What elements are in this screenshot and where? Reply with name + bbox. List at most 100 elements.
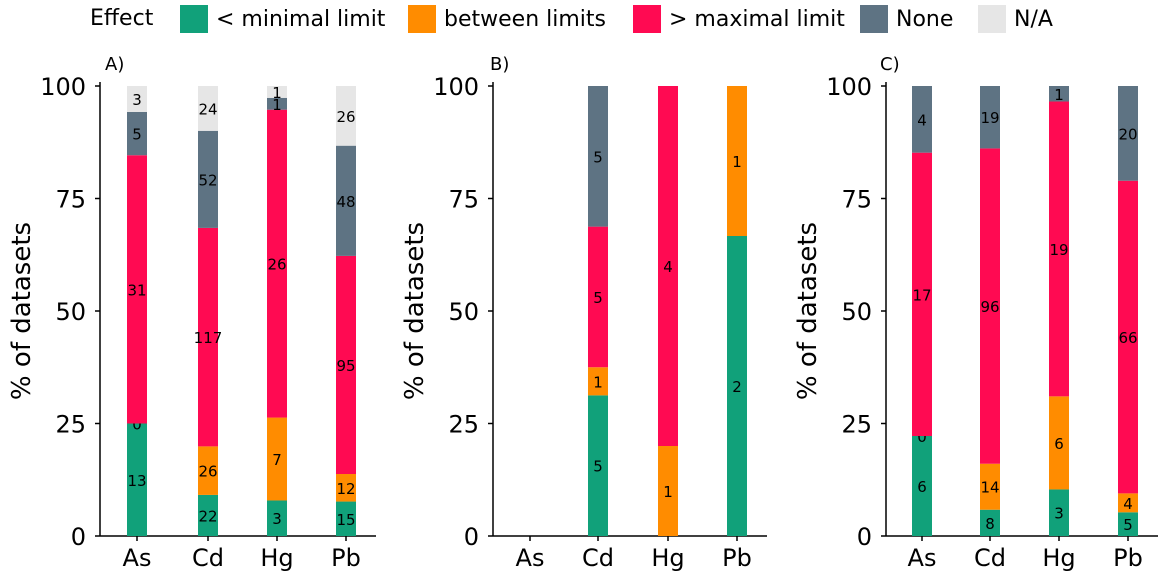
bar-label-1-Cd-na: 24 bbox=[198, 100, 217, 118]
x-tick-label-1-As: As bbox=[123, 544, 152, 572]
x-tick-label-3-Cd: Cd bbox=[974, 544, 1006, 572]
bar-segment-1-Hg-na bbox=[267, 86, 287, 98]
bar-segment-3-Pb-max bbox=[1118, 180, 1138, 494]
legend-swatch-na bbox=[978, 5, 1006, 33]
bar-segment-2-Cd-between bbox=[588, 367, 608, 396]
bar-label-3-As-min: 6 bbox=[917, 478, 927, 496]
bar-segment-1-Hg-max bbox=[267, 109, 287, 418]
bar-label-1-As-na: 3 bbox=[132, 91, 142, 109]
legend-swatch-none bbox=[860, 5, 888, 33]
bar-segment-2-Cd-min bbox=[588, 395, 608, 536]
y-tick-label-1-75: 75 bbox=[55, 186, 86, 214]
bar-segment-3-Pb-min bbox=[1118, 512, 1138, 536]
bar-label-1-Cd-min: 22 bbox=[198, 507, 217, 525]
bar-label-1-As-none: 5 bbox=[132, 126, 142, 144]
legend-item-none: None bbox=[860, 4, 953, 34]
bar-label-3-As-max: 17 bbox=[912, 286, 931, 304]
bar-label-1-Hg-min: 3 bbox=[272, 510, 282, 528]
legend-label-min: < minimal limit bbox=[216, 6, 386, 32]
bar-label-2-Cd-between: 1 bbox=[593, 373, 603, 391]
x-tick-label-2-Hg: Hg bbox=[651, 544, 684, 572]
bar-label-2-Cd-none: 5 bbox=[593, 148, 603, 166]
bar-segment-1-Hg-between bbox=[267, 417, 287, 501]
bar-segment-1-Cd-na bbox=[198, 86, 218, 131]
bar-label-3-As-between: 0 bbox=[917, 428, 927, 446]
bar-segment-1-Pb-max bbox=[336, 255, 356, 475]
bar-segment-3-Hg-max bbox=[1049, 101, 1069, 397]
bar-label-3-Pb-min: 5 bbox=[1123, 516, 1133, 534]
bar-segment-1-Hg-none bbox=[267, 97, 287, 110]
bar-label-3-Hg-between: 6 bbox=[1054, 435, 1064, 453]
bar-label-3-Cd-none: 19 bbox=[980, 109, 999, 127]
x-tick-label-3-Hg: Hg bbox=[1042, 544, 1075, 572]
bar-label-2-Hg-max: 4 bbox=[663, 258, 673, 276]
bar-segment-3-Cd-max bbox=[980, 148, 1000, 464]
bar-label-3-Hg-none: 1 bbox=[1054, 86, 1064, 104]
x-tick-label-3-As: As bbox=[908, 544, 937, 572]
x-tick-label-1-Cd: Cd bbox=[192, 544, 224, 572]
y-tick-label-2-25: 25 bbox=[448, 411, 479, 439]
x-tick-label-2-As: As bbox=[516, 544, 545, 572]
bar-segment-1-Pb-min bbox=[336, 501, 356, 536]
bar-label-3-Pb-none: 20 bbox=[1118, 125, 1137, 143]
bar-segment-2-Hg-max bbox=[658, 86, 678, 446]
bar-label-1-Pb-none: 48 bbox=[336, 193, 355, 211]
y-tick-label-3-0: 0 bbox=[857, 523, 872, 551]
y-tick-label-1-25: 25 bbox=[55, 411, 86, 439]
bar-label-3-Pb-max: 66 bbox=[1118, 329, 1137, 347]
bar-label-3-Cd-min: 8 bbox=[985, 515, 995, 533]
bar-segment-3-Hg-none bbox=[1049, 86, 1069, 102]
bar-segment-2-Cd-none bbox=[588, 86, 608, 227]
bar-segment-1-Cd-none bbox=[198, 130, 218, 228]
bar-segment-3-Cd-none bbox=[980, 86, 1000, 149]
y-tick-label-1-0: 0 bbox=[71, 523, 86, 551]
bar-segment-3-Pb-between bbox=[1118, 493, 1138, 513]
y-axis-label-1: % of datasets bbox=[7, 222, 37, 400]
y-tick-label-1-50: 50 bbox=[55, 298, 86, 326]
bar-label-2-Cd-min: 5 bbox=[593, 458, 603, 476]
y-tick-label-3-75: 75 bbox=[841, 186, 872, 214]
bar-segment-3-As-none bbox=[912, 86, 932, 153]
y-tick-label-3-100: 100 bbox=[826, 73, 872, 101]
bar-label-1-Hg-max: 26 bbox=[267, 256, 286, 274]
legend: Effect < minimal limit between limits > … bbox=[0, 0, 1168, 40]
y-tick-label-2-50: 50 bbox=[448, 298, 479, 326]
bar-label-1-Pb-max: 95 bbox=[336, 357, 355, 375]
y-tick-label-2-0: 0 bbox=[464, 523, 479, 551]
bar-label-1-Hg-between: 7 bbox=[272, 451, 282, 469]
x-tick-label-1-Hg: Hg bbox=[260, 544, 293, 572]
bar-segment-3-As-max bbox=[912, 152, 932, 436]
x-tick-label-2-Cd: Cd bbox=[582, 544, 614, 572]
legend-swatch-between bbox=[408, 5, 436, 33]
bar-segment-3-Hg-min bbox=[1049, 489, 1069, 536]
bar-label-3-Cd-max: 96 bbox=[980, 298, 999, 316]
bar-label-1-Cd-none: 52 bbox=[198, 171, 217, 189]
legend-label-na: N/A bbox=[1014, 6, 1053, 32]
bar-label-2-Hg-between: 1 bbox=[663, 483, 673, 501]
bar-segment-3-As-min bbox=[912, 436, 932, 536]
bar-segment-3-Hg-between bbox=[1049, 396, 1069, 490]
bar-label-1-As-min: 13 bbox=[127, 472, 146, 490]
legend-item-max: > maximal limit bbox=[633, 4, 845, 34]
bar-segment-1-As-min bbox=[127, 423, 147, 536]
bar-segment-1-Cd-max bbox=[198, 227, 218, 447]
panel-label-1: A) bbox=[105, 54, 124, 75]
y-tick-label-1-100: 100 bbox=[40, 73, 86, 101]
bar-label-1-As-between: 0 bbox=[132, 416, 142, 434]
bar-segment-1-Pb-none bbox=[336, 145, 356, 256]
legend-label-max: > maximal limit bbox=[669, 6, 845, 32]
bar-segment-3-Cd-between bbox=[980, 463, 1000, 510]
bar-label-2-Pb-min: 2 bbox=[732, 378, 742, 396]
bar-segment-2-Cd-max bbox=[588, 226, 608, 368]
legend-swatch-min bbox=[180, 5, 208, 33]
bar-segment-1-As-na bbox=[127, 86, 147, 112]
panel-label-2: B) bbox=[490, 54, 509, 75]
bar-label-3-Pb-between: 4 bbox=[1123, 495, 1133, 513]
bar-segment-1-Hg-min bbox=[267, 500, 287, 536]
bar-segment-3-Cd-min bbox=[980, 509, 1000, 536]
x-tick-label-1-Pb: Pb bbox=[331, 544, 361, 572]
bar-segment-1-Pb-between bbox=[336, 474, 356, 502]
bar-segment-1-As-max bbox=[127, 155, 147, 424]
bar-label-1-Cd-between: 26 bbox=[198, 463, 217, 481]
